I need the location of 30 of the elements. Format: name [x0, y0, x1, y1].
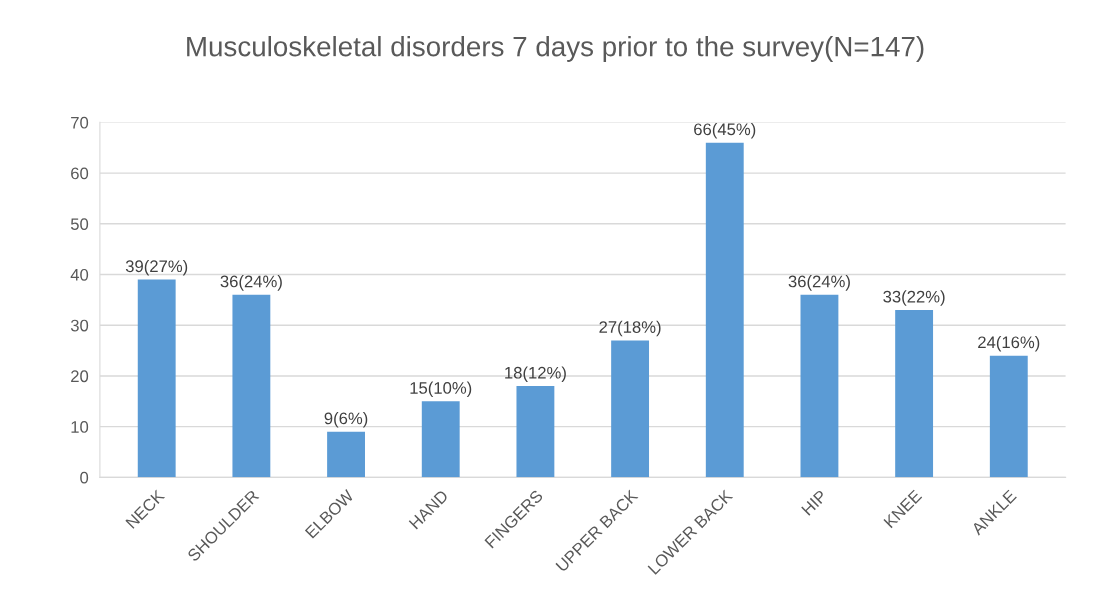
bar — [421, 401, 460, 478]
data-label: 9(6%) — [324, 412, 368, 428]
y-tick-label: 40 — [70, 268, 89, 281]
bar — [895, 310, 934, 478]
bar — [800, 294, 839, 478]
data-label: 39(27%) — [125, 259, 188, 276]
bar — [989, 355, 1028, 478]
bar — [137, 279, 176, 478]
data-label: 36(24%) — [220, 275, 282, 291]
bar — [516, 386, 555, 478]
y-tick-label: 30 — [70, 319, 89, 332]
bar — [705, 142, 744, 478]
y-tick-label: 10 — [71, 421, 89, 433]
y-tick-label: 50 — [70, 218, 89, 231]
data-label: 27(18%) — [599, 320, 661, 337]
x-tick-label: HIP — [801, 489, 828, 516]
data-label: 66(45%) — [694, 122, 756, 139]
y-tick-label: 0 — [80, 471, 89, 484]
y-tick-label: 70 — [71, 116, 89, 129]
data-label: 15(10%) — [410, 381, 472, 398]
bar — [232, 294, 271, 478]
data-label: 18(12%) — [505, 366, 566, 382]
data-label: 36(24%) — [788, 275, 850, 291]
data-label: 33(22%) — [883, 290, 945, 306]
bar — [611, 340, 650, 478]
y-tick-label: 60 — [71, 167, 89, 180]
bar — [327, 431, 365, 478]
y-tick-label: 20 — [71, 370, 89, 383]
data-label: 24(16%) — [978, 335, 1040, 352]
chart-title: Musculoskeletal disorders 7 days prior to the survey(N=147) — [187, 36, 924, 62]
